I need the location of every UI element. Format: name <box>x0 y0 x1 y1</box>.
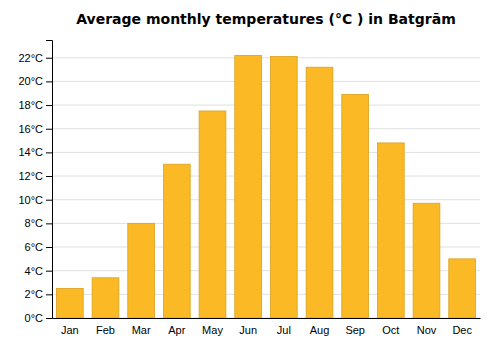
tick-label: 14°C <box>18 146 43 158</box>
tick-mark <box>46 105 52 106</box>
tick-label: 6°C <box>25 241 44 253</box>
tick-mark <box>46 81 52 82</box>
y-axis: 0°C 2°C 4°C 6°C 8°C 10°C 12°C 14°C 16°C 18°C 20°C 2… <box>18 41 52 325</box>
bar <box>306 67 333 318</box>
bar <box>342 94 369 318</box>
tick: Dec <box>452 324 472 336</box>
tick-label: 18°C <box>18 99 43 111</box>
tick-label: Oct <box>382 324 399 336</box>
bar <box>449 259 476 318</box>
grid <box>52 58 480 318</box>
grid-line <box>52 57 480 58</box>
tick-label: Dec <box>452 324 472 336</box>
tick-label: Jul <box>277 324 291 336</box>
bar <box>199 111 226 318</box>
tick: Feb <box>96 324 115 336</box>
tick-label: 16°C <box>18 123 43 135</box>
bar <box>235 55 262 318</box>
tick-mark <box>46 152 52 153</box>
tick: Oct <box>382 324 399 336</box>
tick: 20°C <box>18 75 52 87</box>
tick-mark <box>46 223 52 224</box>
tick-label: May <box>202 324 223 336</box>
tick-label: Jun <box>239 324 257 336</box>
tick: Aug <box>310 324 330 336</box>
tick: 4°C <box>25 265 52 277</box>
tick-mark <box>46 294 52 295</box>
tick: Mar <box>132 324 151 336</box>
grid-line <box>52 128 480 129</box>
tick: Jul <box>277 324 291 336</box>
tick-label: 0°C <box>25 312 44 324</box>
bar <box>163 164 190 318</box>
chart: Jan Feb Mar Apr May Jun Jul Aug Sep Oct Nov Dec 0°C 2… <box>0 0 500 350</box>
plot: Jan Feb Mar Apr May Jun Jul Aug Sep Oct Nov Dec 0°C 2… <box>18 41 480 336</box>
tick: 18°C <box>18 99 52 111</box>
tick-mark <box>46 58 52 59</box>
tick-label: 22°C <box>18 52 43 64</box>
bars <box>56 55 475 318</box>
bar <box>128 223 155 318</box>
tick: 2°C <box>25 288 52 300</box>
title: Average monthly temperatures (°C ) in Ba… <box>76 11 455 27</box>
tick: 10°C <box>18 194 52 206</box>
bar <box>56 288 83 318</box>
tick-mark <box>46 318 52 319</box>
tick: 8°C <box>25 217 52 229</box>
tick: 16°C <box>18 123 52 135</box>
tick: 14°C <box>18 146 52 158</box>
tick-label: Jan <box>61 324 79 336</box>
tick: 12°C <box>18 170 52 182</box>
tick: May <box>202 324 223 336</box>
tick-mark <box>46 129 52 130</box>
tick-label: 2°C <box>25 288 44 300</box>
bar <box>377 143 404 318</box>
tick-label: Aug <box>310 324 330 336</box>
grid-line <box>52 176 480 177</box>
tick-label: 8°C <box>25 217 44 229</box>
axis-line <box>53 318 481 319</box>
tick: Jun <box>239 324 257 336</box>
tick-label: 12°C <box>18 170 43 182</box>
tick-mark <box>46 247 52 248</box>
tick-label: Sep <box>345 324 365 336</box>
tick: 0°C <box>25 312 52 324</box>
bar <box>270 57 297 318</box>
tick-label: Mar <box>132 324 151 336</box>
tick-label: Nov <box>417 324 437 336</box>
tick: Nov <box>417 324 437 336</box>
bar <box>413 203 440 318</box>
x-axis: Jan Feb Mar Apr May Jun Jul Aug Sep Oct Nov Dec <box>53 319 481 336</box>
tick: Sep <box>345 324 365 336</box>
grid-line <box>52 105 480 106</box>
tick-mark <box>46 176 52 177</box>
grid-line <box>52 152 480 153</box>
tick-label: Apr <box>168 324 185 336</box>
tick-mark <box>46 200 52 201</box>
tick-label: 20°C <box>18 75 43 87</box>
grid-line <box>52 199 480 200</box>
grid-line <box>52 81 480 82</box>
tick-label: 10°C <box>18 194 43 206</box>
tick: Jan <box>61 324 79 336</box>
tick-mark <box>46 271 52 272</box>
axis-line <box>46 41 53 319</box>
tick-label: 4°C <box>25 265 44 277</box>
tick-label: Feb <box>96 324 115 336</box>
bar <box>92 278 119 318</box>
tick: 22°C <box>18 52 52 64</box>
tick: Apr <box>168 324 185 336</box>
tick: 6°C <box>25 241 52 253</box>
